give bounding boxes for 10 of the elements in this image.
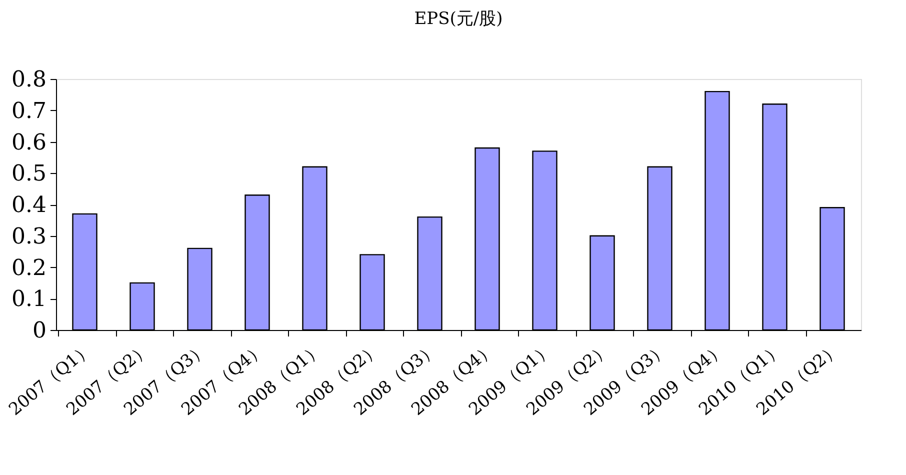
y-tick-label: 0.3 — [12, 224, 46, 250]
chart-title: EPS(元/股) — [414, 9, 503, 29]
y-tick-label: 0.1 — [12, 287, 46, 312]
y-tick-label: 0 — [32, 318, 46, 344]
y-tick-label: 0.2 — [12, 256, 46, 281]
y-tick-label: 0.6 — [12, 130, 46, 156]
y-tick-label: 0.4 — [12, 193, 46, 218]
y-tick-label: 0.8 — [12, 68, 46, 92]
y-tick-label: 0.7 — [12, 98, 46, 124]
y-tick-label: 0.5 — [12, 162, 46, 187]
